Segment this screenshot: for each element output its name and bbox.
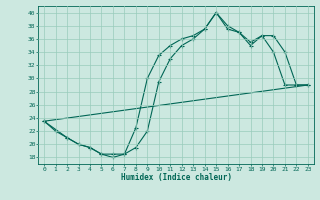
X-axis label: Humidex (Indice chaleur): Humidex (Indice chaleur) [121,173,231,182]
